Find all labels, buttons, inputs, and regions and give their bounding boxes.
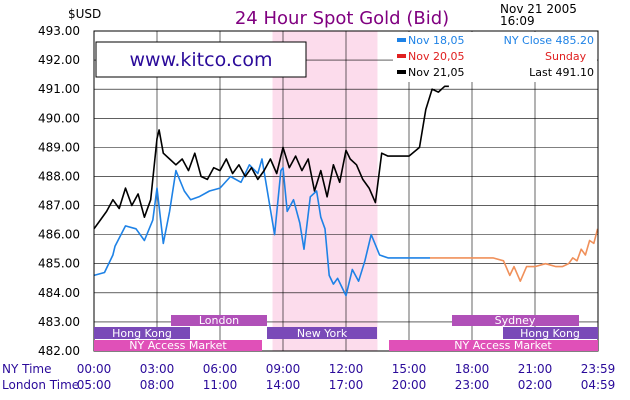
y-tick-label: 485.00: [38, 257, 80, 271]
london-tick-label: 11:00: [203, 378, 238, 392]
watermark-text: www.kitco.com: [129, 49, 272, 71]
ny-tick-label: 18:00: [455, 362, 490, 376]
session-bar-ny-access-1: [94, 340, 262, 351]
grid-lines: [93, 30, 599, 352]
legend-note-nov21: Last 491.10: [529, 66, 594, 79]
y-tick-label: 487.00: [38, 199, 80, 213]
london-tick-label: 23:00: [455, 378, 490, 392]
y-tick-label: 489.00: [38, 140, 80, 154]
legend-item-nov18: Nov 18,05 NY Close 485.20: [397, 34, 594, 47]
session-bar-ny-access-2: [389, 340, 598, 351]
series-line-nov20: [430, 228, 599, 283]
header-date: Nov 21 2005: [500, 2, 577, 16]
ny-tick-label: 00:00: [77, 362, 112, 376]
legend-label-nov21: Nov 21,05: [408, 66, 464, 79]
london-tick-label: 04:59: [581, 378, 616, 392]
london-tick-label: 14:00: [266, 378, 301, 392]
legend-swatch-nov21: [397, 70, 406, 74]
ny-time-row-label: NY Time: [2, 362, 52, 376]
session-label-ny-access-2: NY Access Market: [454, 339, 552, 352]
ny-tick-label: 09:00: [266, 362, 301, 376]
y-tick-label: 482.00: [38, 344, 80, 358]
watermark-box: [95, 41, 307, 78]
page-title: 24 Hour Spot Gold (Bid): [235, 8, 449, 29]
legend-note-nov20: Sunday: [545, 50, 587, 63]
london-time-row-label: London Time: [2, 378, 79, 392]
ny-tick-label: 23:59: [581, 362, 616, 376]
session-bars: London Sydney Hong Kong New York Hong Ko…: [94, 314, 598, 352]
ny-tick-label: 15:00: [392, 362, 427, 376]
session-bar-hong-kong-2: [503, 327, 598, 339]
london-tick-label: 02:00: [518, 378, 553, 392]
y-tick-label: 483.00: [38, 315, 80, 329]
session-label-hong-kong-2: Hong Kong: [520, 327, 580, 340]
session-bar-london: [171, 315, 267, 326]
session-bar-hong-kong-1: [94, 327, 190, 339]
session-label-sydney: Sydney: [495, 314, 536, 327]
london-tick-label: 05:00: [77, 378, 112, 392]
currency-label: $USD: [68, 7, 101, 21]
series-line-nov18: [93, 158, 430, 297]
y-tick-label: 490.00: [38, 111, 80, 125]
ny-tick-label: 06:00: [203, 362, 238, 376]
session-bar-new-york: [267, 327, 377, 339]
london-tick-label: 08:00: [140, 378, 175, 392]
session-label-london: London: [199, 314, 239, 327]
y-axis: 493.00 492.00 491.00 490.00 489.00 488.00 487.…: [38, 24, 80, 358]
london-tick-label: 20:00: [392, 378, 427, 392]
legend-label-nov18: Nov 18,05: [408, 34, 464, 47]
y-tick-label: 484.00: [38, 286, 80, 300]
session-bar-sydney: [452, 315, 579, 326]
y-tick-label: 493.00: [38, 24, 80, 38]
legend-box: [393, 32, 597, 82]
session-label-ny-access-1: NY Access Market: [129, 339, 227, 352]
y-tick-label: 492.00: [38, 53, 80, 67]
legend-item-nov20: Nov 20,05 Sunday: [397, 50, 587, 63]
plot-border: [93, 30, 599, 352]
x-axis: 00:00 03:00 06:00 09:00 12:00 15:00 18:00 21:00…: [77, 362, 616, 392]
legend-item-nov21: Nov 21,05 Last 491.10: [397, 66, 594, 79]
ny-tick-label: 12:00: [329, 362, 364, 376]
legend-swatch-nov18: [397, 38, 406, 42]
y-tick-label: 491.00: [38, 82, 80, 96]
london-tick-label: 17:00: [329, 378, 364, 392]
session-label-hong-kong-1: Hong Kong: [112, 327, 172, 340]
ny-tick-label: 21:00: [518, 362, 553, 376]
y-tick-label: 488.00: [38, 169, 80, 183]
y-tick-label: 486.00: [38, 228, 80, 242]
session-label-new-york: New York: [297, 327, 348, 340]
series-line-nov21: [93, 85, 449, 230]
header-time: 16:09: [500, 14, 535, 28]
legend-label-nov20: Nov 20,05: [408, 50, 464, 63]
legend-swatch-nov20: [397, 54, 406, 58]
series-layer: [93, 85, 599, 297]
legend-note-nov18: NY Close 485.20: [504, 34, 594, 47]
ny-tick-label: 03:00: [140, 362, 175, 376]
